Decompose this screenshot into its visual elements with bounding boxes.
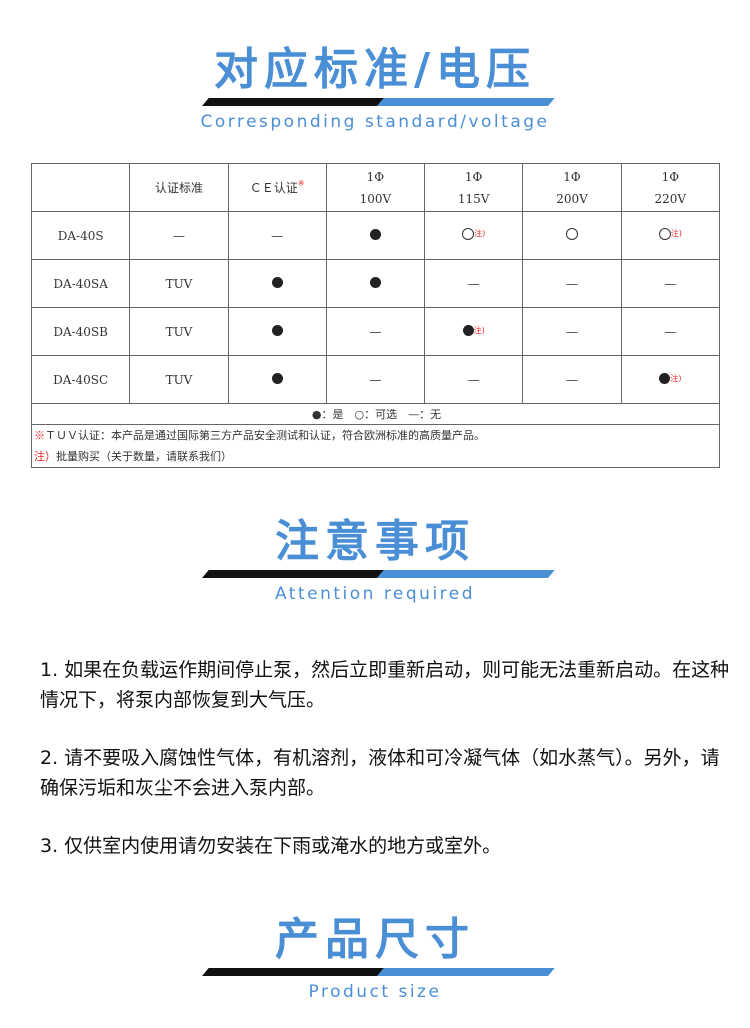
filled-circle-icon bbox=[369, 228, 381, 240]
dash-icon: — bbox=[369, 324, 382, 339]
table-row: DA-40SC TUV — — — 注) bbox=[30, 355, 721, 404]
voltage-cell bbox=[522, 211, 622, 260]
note-mark: 注) bbox=[474, 229, 486, 238]
dash-icon: — bbox=[467, 276, 480, 291]
header-cell: ＣＥ认证※ bbox=[227, 163, 327, 212]
note-mark: 注) bbox=[473, 325, 485, 335]
ce-cell bbox=[227, 355, 327, 404]
bulk-note: 注）批量购买（关于数量，请联系我们） bbox=[31, 445, 720, 468]
open-circle-icon bbox=[565, 228, 578, 240]
voltage-cell: — bbox=[424, 259, 524, 308]
dash-icon: — bbox=[271, 228, 284, 243]
section-header-product-size: 产品尺寸 Product size bbox=[0, 912, 750, 1002]
voltage-cell: 注) bbox=[424, 211, 524, 260]
dash-icon: — bbox=[664, 276, 677, 291]
section-title: 产品尺寸 bbox=[275, 914, 475, 965]
ce-cell: — bbox=[227, 211, 327, 260]
section-header-standard: 对应标准/电压 Corresponding standard/voltage bbox=[0, 42, 750, 132]
legend: ●：是 ○：可选 —：无 bbox=[31, 403, 720, 425]
model-cell: DA-40SC bbox=[30, 355, 131, 404]
voltage-cell: — bbox=[325, 355, 426, 404]
filled-circle-icon bbox=[462, 324, 474, 336]
header-cell: 认证标准 bbox=[129, 163, 229, 212]
dash-icon: — bbox=[467, 372, 480, 387]
header-cell: 1Φ 115V bbox=[424, 163, 524, 212]
title-underline bbox=[202, 98, 555, 106]
filled-circle-icon bbox=[271, 372, 283, 384]
filled-circle-icon bbox=[271, 324, 283, 336]
section-subtitle: Product size bbox=[308, 982, 442, 1002]
table-row: DA-40S — — 注) 注) bbox=[30, 211, 721, 260]
standard-cell: TUV bbox=[129, 307, 229, 356]
dash-icon: — bbox=[664, 324, 677, 339]
voltage-cell: — bbox=[620, 259, 721, 308]
standard-cell: TUV bbox=[129, 259, 229, 308]
ce-cell bbox=[227, 307, 327, 356]
dash-icon: — bbox=[565, 372, 578, 387]
attention-item: 2. 请不要吸入腐蚀性气体，有机溶剂，液体和可冷凝气体（如水蒸气）。另外，请确保… bbox=[40, 747, 720, 799]
title-underline bbox=[202, 968, 555, 976]
note-mark: 注) bbox=[670, 229, 682, 238]
voltage-cell: 注) bbox=[424, 307, 524, 356]
standard-cell: — bbox=[129, 211, 229, 260]
voltage-cell: — bbox=[325, 307, 426, 356]
voltage-cell: — bbox=[620, 307, 721, 356]
table-row: DA-40SA TUV — — — bbox=[30, 259, 721, 308]
model-cell: DA-40SA bbox=[30, 259, 131, 308]
open-circle-icon bbox=[462, 228, 475, 240]
model-cell: DA-40SB bbox=[30, 307, 131, 356]
dash-icon: — bbox=[565, 276, 578, 291]
standard-voltage-table: 认证标准 ＣＥ认证※ 1Φ 100V 1Φ 115V 1Φ 200V 1Φ 220V DA-40S —… bbox=[30, 163, 721, 468]
title-underline bbox=[202, 570, 555, 578]
header-cell: 1Φ 220V bbox=[620, 163, 721, 212]
dash-icon: — bbox=[565, 324, 578, 339]
voltage-cell: — bbox=[522, 307, 622, 356]
header-cell: 1Φ 200V bbox=[522, 163, 622, 212]
voltage-cell: 注) bbox=[620, 211, 721, 260]
table-row: DA-40SB TUV — 注) — — bbox=[30, 307, 721, 356]
model-cell: DA-40S bbox=[30, 211, 131, 260]
table-header-row: 认证标准 ＣＥ认证※ 1Φ 100V 1Φ 115V 1Φ 200V 1Φ 220V bbox=[30, 163, 721, 212]
voltage-cell: — bbox=[522, 259, 622, 308]
section-subtitle: Corresponding standard/voltage bbox=[200, 112, 550, 132]
attention-item: 3. 仅供室内使用请勿安装在下雨或淹水的地方或室外。 bbox=[40, 835, 502, 857]
filled-circle-icon bbox=[271, 276, 283, 288]
tuv-note: ※ＴＵＶ认证：本产品是通过国际第三方产品安全测试和认证，符合欧洲标准的高质量产品… bbox=[31, 424, 720, 445]
filled-circle-icon bbox=[369, 276, 381, 288]
header-cell bbox=[30, 163, 131, 212]
voltage-cell: — bbox=[522, 355, 622, 404]
ce-cell bbox=[227, 259, 327, 308]
section-header-attention: 注意事项 Attention required bbox=[0, 514, 750, 604]
header-cell: 1Φ 100V bbox=[325, 163, 426, 212]
standard-cell: TUV bbox=[129, 355, 229, 404]
dash-icon: — bbox=[369, 372, 382, 387]
note-mark: 注) bbox=[670, 373, 682, 383]
voltage-cell: — bbox=[424, 355, 524, 404]
section-title: 注意事项 bbox=[275, 516, 475, 567]
open-circle-icon bbox=[658, 228, 671, 240]
voltage-cell: 注) bbox=[620, 355, 721, 404]
voltage-cell bbox=[325, 259, 426, 308]
voltage-cell bbox=[325, 211, 426, 260]
attention-list: 1. 如果在负载运作期间停止泵，然后立即重新启动，则可能无法重新启动。在这种情况… bbox=[40, 655, 730, 889]
attention-item: 1. 如果在负载运作期间停止泵，然后立即重新启动，则可能无法重新启动。在这种情况… bbox=[40, 659, 730, 711]
section-title: 对应标准/电压 bbox=[213, 44, 537, 95]
filled-circle-icon bbox=[659, 372, 671, 384]
section-subtitle: Attention required bbox=[274, 584, 476, 604]
